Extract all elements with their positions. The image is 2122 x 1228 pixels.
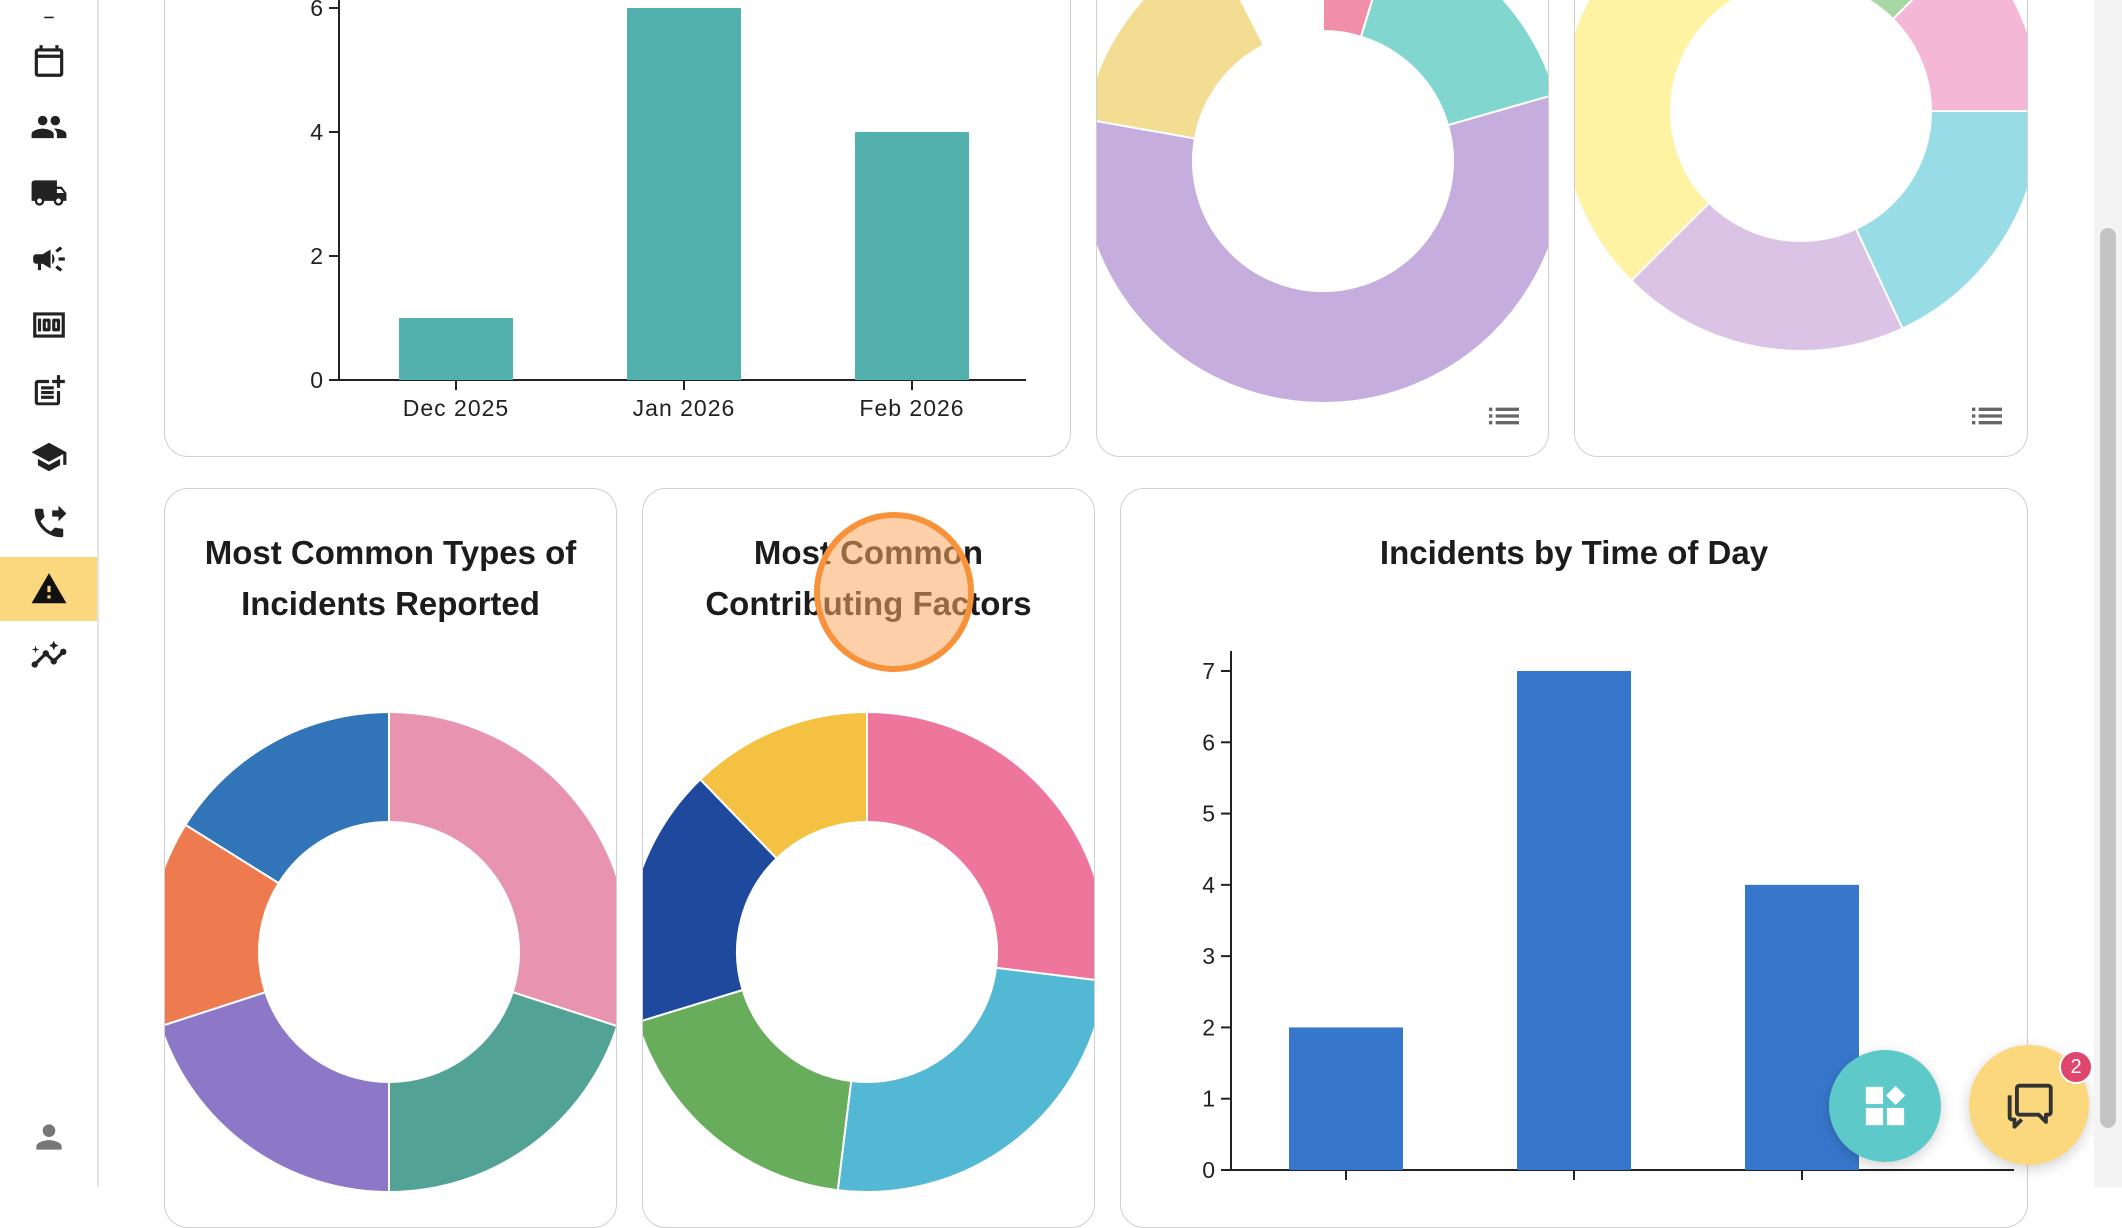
user-icon	[35, 1124, 62, 1150]
sidebar-item-insights[interactable]	[0, 623, 97, 687]
sidebar-item-partial[interactable]	[0, 0, 97, 36]
y-tick-label: 7	[1202, 658, 1215, 684]
y-tick-label: 0	[310, 367, 323, 393]
donut-slice[interactable]	[1575, 0, 1736, 283]
sidebar-user[interactable]	[0, 1105, 97, 1169]
apps-icon	[1865, 1085, 1906, 1126]
donut-slice[interactable]	[165, 990, 390, 1194]
sidebar-item-money[interactable]	[0, 293, 97, 357]
y-tick-label: 6	[1202, 729, 1215, 755]
y-tick-label: 4	[310, 119, 323, 145]
phone-forward-icon	[34, 505, 66, 538]
card-title: Most Common Types of Incidents Reported	[204, 534, 577, 622]
donut-slice[interactable]	[643, 988, 853, 1192]
people-icon	[31, 115, 66, 139]
legend-list-icon[interactable]	[1484, 396, 1524, 436]
truck-icon	[31, 180, 66, 206]
chat-icon	[2007, 1083, 2053, 1129]
legend-list-icon[interactable]	[1967, 396, 2007, 436]
bar[interactable]	[627, 8, 741, 380]
y-tick-label: 2	[310, 243, 323, 269]
donut-slice[interactable]	[1854, 110, 2028, 330]
donut-top-middle-card	[1096, 0, 1549, 457]
y-tick-label: 2	[1202, 1014, 1215, 1040]
y-tick-label: 1	[1202, 1086, 1215, 1112]
sidebar-item-people[interactable]	[0, 95, 97, 159]
x-tick-label: Feb 2026	[859, 395, 964, 421]
donut-slice[interactable]	[388, 990, 617, 1194]
donut-slice[interactable]	[643, 777, 779, 1022]
donut-slice[interactable]	[388, 710, 617, 1027]
donut-slice[interactable]	[1097, 94, 1549, 405]
donut-top-right-chart	[1575, 0, 2028, 352]
incidents-by-month-card: 0 2 4 6 Dec 2025 Jan 2026 Feb 2026	[164, 0, 1071, 457]
incidents-by-month-chart: 0 2 4 6 Dec 2025 Jan 2026 Feb 2026	[310, 0, 1026, 421]
sidebar-item-megaphone[interactable]	[0, 227, 97, 291]
sidebar-item-calendar[interactable]	[0, 29, 97, 93]
card-title: Incidents by Time of Day	[1379, 534, 1769, 571]
apps-button[interactable]	[1829, 1050, 1941, 1162]
y-tick-label: 6	[310, 0, 323, 21]
notification-badge: 2	[2059, 1050, 2093, 1084]
sidebar-item-incidents[interactable]	[0, 557, 97, 621]
insights-icon	[31, 640, 66, 668]
donut-slice[interactable]	[866, 710, 1095, 981]
note-add-icon	[34, 375, 65, 406]
incident-types-chart	[165, 710, 617, 1194]
donut-slice[interactable]	[1681, 0, 1971, 21]
donut-slice[interactable]	[1891, 0, 2028, 112]
megaphone-icon	[32, 246, 65, 272]
bar[interactable]	[1289, 1027, 1403, 1170]
y-tick-label: 3	[1202, 943, 1215, 969]
x-tick-label: Dec 2025	[403, 395, 509, 421]
money-icon	[32, 312, 65, 338]
scrollbar-track[interactable]	[2094, 0, 2122, 1187]
calendar-icon	[34, 45, 63, 77]
cursor-highlight	[814, 512, 974, 672]
sidebar-item-truck[interactable]	[0, 161, 97, 225]
donut-slice[interactable]	[1359, 0, 1549, 127]
sidebar	[0, 0, 99, 1187]
donut-slice[interactable]	[184, 710, 390, 885]
donut-slice[interactable]	[1097, 0, 1266, 140]
donut-slice[interactable]	[836, 966, 1095, 1193]
warning-icon	[31, 573, 66, 604]
sidebar-item-phone[interactable]	[0, 491, 97, 555]
bar[interactable]	[855, 132, 969, 380]
sidebar-item-training[interactable]	[0, 425, 97, 489]
donut-slice[interactable]	[165, 823, 281, 1026]
y-tick-label: 0	[1202, 1157, 1215, 1183]
donut-top-middle-chart	[1097, 0, 1549, 405]
incident-types-card: Most Common Types of Incidents Reported	[164, 488, 617, 1228]
donut-top-right-card	[1574, 0, 2028, 457]
bar[interactable]	[399, 318, 513, 380]
donut-slice[interactable]	[698, 710, 868, 860]
donut-slice[interactable]	[1322, 0, 1394, 38]
graduation-cap-icon	[31, 442, 66, 472]
sidebar-item-note-add[interactable]	[0, 359, 97, 423]
scrollbar-thumb[interactable]	[2100, 228, 2116, 1128]
bulb-icon	[43, 16, 54, 19]
bar[interactable]	[1517, 671, 1631, 1170]
y-tick-label: 4	[1202, 872, 1215, 898]
x-tick-label: Jan 2026	[633, 395, 736, 421]
y-tick-label: 5	[1202, 801, 1215, 827]
donut-slice[interactable]	[1629, 201, 1904, 352]
dashboard-main: 0 2 4 6 Dec 2025 Jan 2026 Feb 2026 Most Common…	[99, 0, 2089, 1228]
